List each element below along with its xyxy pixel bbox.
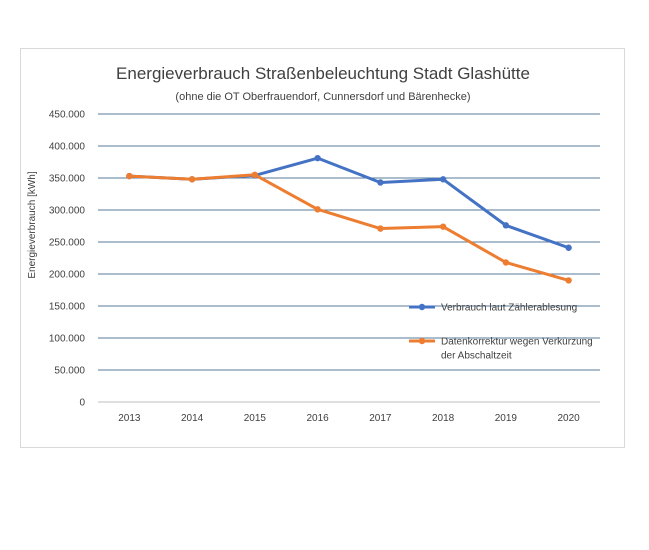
x-tick-label: 2018	[432, 413, 455, 424]
chart-title: Energieverbrauch Straßenbeleuchtung Stad…	[116, 64, 530, 83]
legend-label: Datenkorrektur wegen Verkürzung	[441, 337, 593, 348]
y-tick-label: 300.000	[49, 206, 86, 217]
legend-swatch-marker	[418, 303, 426, 311]
line-chart: Energieverbrauch Straßenbeleuchtung Stad…	[27, 64, 600, 424]
series-layer	[126, 154, 572, 284]
y-tick-label: 150.000	[49, 302, 86, 313]
data-point	[565, 244, 572, 251]
data-point	[439, 223, 447, 230]
data-point	[314, 154, 321, 162]
x-tick-label: 2020	[558, 413, 581, 424]
chart-frame: Energieverbrauch Straßenbeleuchtung Stad…	[20, 48, 625, 448]
series-line	[127, 173, 571, 282]
legend-label: Verbrauch laut Zählerablesung	[441, 303, 577, 314]
data-point	[565, 277, 572, 284]
x-tick-label: 2016	[307, 413, 330, 424]
data-point	[502, 222, 510, 229]
x-tick-labels: 2013 2014 2015 2016 2017 2018 2019 2020	[118, 413, 580, 424]
y-tick-label: 400.000	[49, 142, 86, 153]
series-line	[127, 156, 571, 250]
x-tick-label: 2019	[495, 413, 518, 424]
y-tick-label: 100.000	[49, 334, 86, 345]
y-tick-label: 200.000	[49, 270, 86, 281]
y-axis-label: Energieverbrauch [kWh]	[27, 171, 38, 278]
data-point	[377, 225, 384, 232]
data-point	[439, 176, 447, 183]
x-tick-label: 2013	[118, 413, 141, 424]
grid-lines	[98, 113, 600, 403]
data-point	[377, 179, 384, 186]
legend-label: der Abschaltzeit	[441, 351, 512, 362]
data-point	[126, 172, 133, 180]
legend-item-2: Datenkorrektur wegen Verkürzung der Absch…	[409, 337, 593, 362]
chart-subtitle: (ohne die OT Oberfrauendorf, Cunnersdorf…	[175, 91, 470, 103]
y-tick-labels: 0 50.000 100.000 150.000 200.000 250.000 300.0…	[49, 110, 86, 409]
legend-item-1: Verbrauch laut Zählerablesung	[409, 303, 577, 314]
data-point	[188, 176, 196, 183]
y-tick-label: 250.000	[49, 238, 86, 249]
y-tick-label: 50.000	[54, 366, 85, 377]
legend-swatch-marker	[418, 337, 426, 345]
x-tick-label: 2017	[369, 413, 392, 424]
data-point	[502, 259, 510, 266]
x-tick-label: 2015	[244, 413, 267, 424]
y-tick-label: 350.000	[49, 174, 86, 185]
data-point	[251, 171, 259, 178]
x-tick-label: 2014	[181, 413, 204, 424]
y-tick-label: 450.000	[49, 110, 86, 121]
series-2	[126, 171, 572, 284]
y-tick-label: 0	[79, 398, 85, 409]
data-point	[314, 206, 321, 213]
legend: Verbrauch laut Zählerablesung Datenkorrek…	[409, 303, 593, 362]
series-1	[126, 154, 572, 251]
